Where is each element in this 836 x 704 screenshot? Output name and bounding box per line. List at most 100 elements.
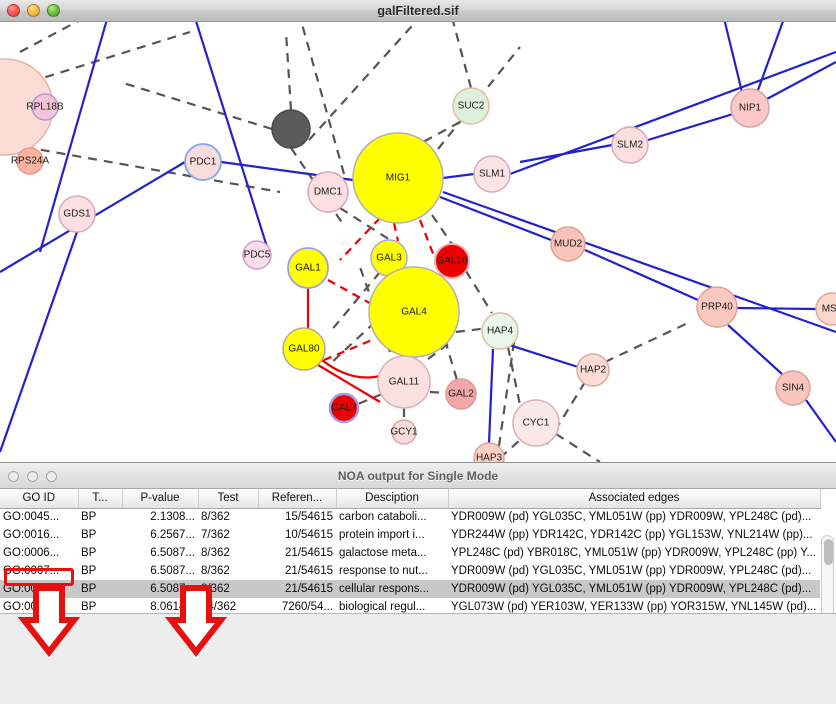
node-layer[interactable]: RPL18B RPS24A GDS1 PDC1 PDC5 DMC1 MIG1 S… xyxy=(0,58,836,462)
edge-pp xyxy=(439,195,552,242)
cell-type: BP xyxy=(81,511,97,524)
graph-node-rpl18b[interactable] xyxy=(31,93,59,121)
edge-pd xyxy=(555,433,601,462)
graph-node-pdc5[interactable] xyxy=(242,240,272,270)
graph-node-unlabeled[interactable] xyxy=(271,109,311,149)
column-header-test[interactable]: Test xyxy=(198,489,259,509)
cell-test: 8/362 xyxy=(201,565,230,577)
cell-type: BP xyxy=(81,529,97,541)
edge-highlight xyxy=(339,217,381,261)
table-row-selected[interactable]: GO:0031... BP 6.5087... 8/362 21/54615 c… xyxy=(0,580,820,598)
table-body: GO:0045... BP 2.1308... 8/362 15/54615 c… xyxy=(0,508,820,613)
table-row[interactable]: GO:0006... BP 6.5087... 8/362 21/54615 g… xyxy=(0,544,820,562)
graph-node-sin4[interactable] xyxy=(775,370,811,406)
column-header-reference[interactable]: Referen... xyxy=(258,489,337,509)
graph-node-msl[interactable] xyxy=(815,292,836,326)
panel-zoom-button[interactable] xyxy=(46,471,57,482)
graph-node-hap2[interactable] xyxy=(576,353,610,387)
graph-node-pdc1[interactable] xyxy=(184,143,222,181)
cell-reference: 15/54615 xyxy=(285,511,333,524)
graph-node-gal4[interactable] xyxy=(368,266,460,358)
close-button[interactable] xyxy=(7,4,20,17)
cell-reference: 21/54615 xyxy=(258,580,336,598)
cell-edges: YPL248C (pd) YBR018C, YML051W (pp) YDR00… xyxy=(451,547,817,559)
cell-type: BP xyxy=(81,565,97,577)
network-canvas[interactable]: RPL18B RPS24A GDS1 PDC1 PDC5 DMC1 MIG1 S… xyxy=(0,22,836,462)
edge-highlight xyxy=(323,338,373,362)
graph-node-gds1[interactable] xyxy=(58,195,96,233)
column-header-go-id[interactable]: GO ID xyxy=(0,489,79,509)
cell-go-id: GO:0045... xyxy=(3,511,60,524)
table-vertical-scrollbar[interactable] xyxy=(821,535,834,613)
edge-pp xyxy=(756,22,784,91)
cell-go-id: GO:0006... xyxy=(3,547,60,559)
cell-go-id: GO:0007... xyxy=(3,565,60,577)
cell-test: 94/362 xyxy=(201,601,237,613)
graph-node-gal2[interactable] xyxy=(445,378,477,410)
table-header-row: GO ID T... P-value Test Referen... Desci… xyxy=(0,489,821,509)
graph-node-gcy1[interactable] xyxy=(391,419,417,445)
graph-node-dmc1[interactable] xyxy=(307,171,349,213)
cell-reference: 10/54615 xyxy=(285,529,333,541)
graph-node-mig1[interactable] xyxy=(352,132,444,224)
results-table: GO ID T... P-value Test Referen... Desci… xyxy=(0,489,821,613)
column-header-associated-edges[interactable]: Associated edges xyxy=(448,489,821,509)
cell-go-id: GO:0016... xyxy=(3,529,60,541)
zoom-button[interactable] xyxy=(47,4,60,17)
edge-highlight xyxy=(317,364,381,403)
edge-pp xyxy=(723,22,744,93)
graph-node-gal7[interactable] xyxy=(328,392,360,424)
window-traffic-lights xyxy=(7,4,60,17)
window-title: galFiltered.sif xyxy=(377,3,459,18)
edge-pd xyxy=(329,321,376,365)
edge-pp xyxy=(487,348,495,444)
cell-reference: 7260/54... xyxy=(281,601,333,613)
panel-minimize-button[interactable] xyxy=(27,471,38,482)
graph-node-hap4[interactable] xyxy=(481,312,519,350)
cell-edges: YDR009W (pd) YGL035C, YML051W (pp) YDR00… xyxy=(448,580,820,598)
scrollbar-thumb[interactable] xyxy=(824,539,833,565)
network-graph[interactable]: RPL18B RPS24A GDS1 PDC1 PDC5 DMC1 MIG1 S… xyxy=(0,22,836,462)
edge-pd xyxy=(29,30,191,84)
column-header-p-value[interactable]: P-value xyxy=(122,489,199,509)
edge-pp xyxy=(764,61,836,101)
graph-node-rps24a[interactable] xyxy=(16,147,44,175)
table-row[interactable]: GO:0016... BP 6.2567... 7/362 10/54615 p… xyxy=(0,526,820,544)
cell-description: galactose meta... xyxy=(339,547,427,559)
edge-pd xyxy=(506,346,522,406)
table-row[interactable]: GO:0065... BP 8.0614... 94/362 7260/54..… xyxy=(0,598,820,613)
edge-pp xyxy=(519,143,613,164)
graph-node-mud2[interactable] xyxy=(550,226,586,262)
column-header-description[interactable]: Desciption xyxy=(336,489,449,509)
minimize-button[interactable] xyxy=(27,4,40,17)
graph-node-slm2[interactable] xyxy=(611,126,649,164)
table-row[interactable]: GO:0007... BP 6.5087... 8/362 21/54615 r… xyxy=(0,562,820,580)
table-row[interactable]: GO:0045... BP 2.1308... 8/362 15/54615 c… xyxy=(0,508,820,526)
graph-node-hap3[interactable] xyxy=(473,442,505,462)
edge-pd xyxy=(300,22,346,175)
edge-pp xyxy=(0,231,79,453)
graph-node-gal80[interactable] xyxy=(282,327,326,371)
graph-node-suc2[interactable] xyxy=(452,87,490,125)
graph-node-prp40[interactable] xyxy=(696,286,738,328)
panel-close-button[interactable] xyxy=(8,471,19,482)
graph-node-gal1[interactable] xyxy=(287,247,329,289)
cell-test: 8/362 xyxy=(198,580,258,598)
graph-node-gal11[interactable] xyxy=(377,355,431,409)
cell-edges: YDR009W (pd) YGL035C, YML051W (pp) YDR00… xyxy=(451,511,812,524)
edge-pd xyxy=(339,207,391,241)
edge-pd xyxy=(308,22,417,141)
column-header-type[interactable]: T... xyxy=(78,489,123,509)
graph-node-gal10[interactable] xyxy=(434,243,470,279)
graph-node-cyc1[interactable] xyxy=(512,399,560,447)
edge-pp xyxy=(584,248,699,302)
cell-p-value: 8.0614... xyxy=(150,601,195,613)
edge-pp xyxy=(442,190,836,334)
edge-pd xyxy=(429,390,448,395)
graph-node-nip1[interactable] xyxy=(730,88,770,128)
edge-pd xyxy=(19,22,79,53)
results-table-container[interactable]: GO ID T... P-value Test Referen... Desci… xyxy=(0,489,836,614)
edge-pd xyxy=(119,80,273,131)
graph-node-slm1[interactable] xyxy=(473,155,511,193)
cell-edges: YGL073W (pd) YER103W, YER133W (pp) YOR31… xyxy=(451,601,817,613)
